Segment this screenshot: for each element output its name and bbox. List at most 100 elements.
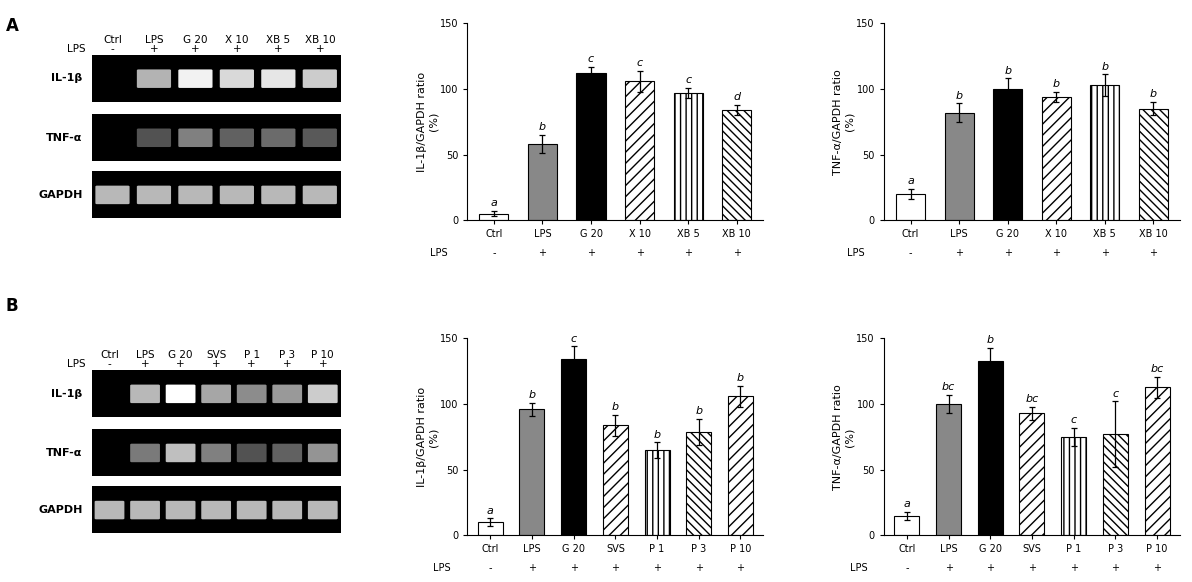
- Bar: [977, 361, 1002, 535]
- Bar: [687, 432, 712, 535]
- Bar: [673, 93, 703, 220]
- FancyBboxPatch shape: [219, 69, 254, 88]
- Text: a: a: [907, 176, 914, 186]
- Bar: [993, 89, 1023, 220]
- Text: +: +: [684, 248, 693, 258]
- FancyBboxPatch shape: [219, 129, 254, 147]
- FancyBboxPatch shape: [137, 186, 170, 204]
- Text: LPS: LPS: [433, 563, 451, 573]
- Text: +: +: [611, 563, 620, 573]
- Text: bc: bc: [1025, 394, 1038, 404]
- Bar: [92, 171, 341, 218]
- Text: +: +: [955, 248, 963, 258]
- Text: LPS: LPS: [430, 248, 448, 258]
- Text: b: b: [987, 335, 994, 345]
- Text: G 20: G 20: [184, 35, 207, 45]
- Text: +: +: [653, 563, 662, 573]
- FancyBboxPatch shape: [261, 129, 296, 147]
- Text: b: b: [1150, 90, 1157, 100]
- Text: GAPDH: GAPDH: [38, 505, 82, 515]
- FancyBboxPatch shape: [201, 385, 231, 403]
- FancyBboxPatch shape: [201, 501, 231, 519]
- FancyBboxPatch shape: [219, 186, 254, 204]
- Text: +: +: [528, 563, 536, 573]
- Text: B: B: [6, 297, 19, 315]
- Bar: [645, 450, 670, 535]
- Text: GAPDH: GAPDH: [38, 190, 82, 200]
- Text: b: b: [611, 402, 619, 412]
- Text: LPS: LPS: [67, 359, 86, 369]
- Text: +: +: [586, 248, 595, 258]
- FancyBboxPatch shape: [179, 69, 212, 88]
- Bar: [92, 55, 341, 102]
- Text: LPS: LPS: [67, 44, 86, 54]
- Y-axis label: TNF-α/GAPDH ratio
(%): TNF-α/GAPDH ratio (%): [833, 69, 855, 175]
- Text: +: +: [150, 44, 159, 54]
- FancyBboxPatch shape: [201, 443, 231, 462]
- Text: SVS: SVS: [206, 350, 226, 360]
- Text: b: b: [539, 122, 546, 132]
- Text: +: +: [1004, 248, 1012, 258]
- FancyBboxPatch shape: [261, 186, 296, 204]
- FancyBboxPatch shape: [130, 501, 160, 519]
- FancyBboxPatch shape: [272, 501, 302, 519]
- FancyBboxPatch shape: [166, 443, 195, 462]
- Bar: [1144, 387, 1169, 535]
- Text: b: b: [737, 373, 744, 383]
- Text: LPS: LPS: [144, 35, 163, 45]
- Text: b: b: [528, 390, 535, 400]
- FancyBboxPatch shape: [95, 186, 130, 204]
- Text: +: +: [316, 44, 324, 54]
- Text: a: a: [904, 499, 911, 509]
- FancyBboxPatch shape: [272, 385, 302, 403]
- FancyBboxPatch shape: [137, 69, 170, 88]
- Text: +: +: [986, 563, 994, 573]
- Text: +: +: [733, 248, 740, 258]
- Text: +: +: [248, 359, 256, 369]
- Text: Ctrl: Ctrl: [100, 350, 119, 360]
- Text: bc: bc: [1150, 364, 1163, 374]
- Text: LPS: LPS: [136, 350, 155, 360]
- Text: X 10: X 10: [225, 35, 249, 45]
- Bar: [896, 194, 925, 220]
- Text: c: c: [571, 333, 577, 344]
- Bar: [92, 429, 341, 476]
- Text: b: b: [956, 91, 963, 101]
- Text: -: -: [905, 563, 908, 573]
- FancyBboxPatch shape: [130, 443, 160, 462]
- Bar: [625, 81, 654, 220]
- Text: +: +: [1069, 563, 1078, 573]
- Text: +: +: [539, 248, 546, 258]
- Text: +: +: [274, 44, 283, 54]
- Text: G 20: G 20: [168, 350, 193, 360]
- Text: +: +: [318, 359, 327, 369]
- FancyBboxPatch shape: [308, 443, 337, 462]
- Text: -: -: [489, 563, 492, 573]
- Text: +: +: [232, 44, 241, 54]
- Text: a: a: [490, 198, 497, 208]
- Text: -: -: [492, 248, 496, 258]
- Bar: [479, 214, 509, 220]
- FancyBboxPatch shape: [303, 69, 337, 88]
- Bar: [728, 396, 753, 535]
- Text: +: +: [737, 563, 745, 573]
- Text: +: +: [176, 359, 185, 369]
- FancyBboxPatch shape: [303, 186, 337, 204]
- FancyBboxPatch shape: [237, 385, 267, 403]
- Bar: [603, 425, 628, 535]
- FancyBboxPatch shape: [308, 501, 337, 519]
- FancyBboxPatch shape: [261, 69, 296, 88]
- Text: +: +: [1053, 248, 1060, 258]
- Text: +: +: [944, 563, 952, 573]
- Text: -: -: [111, 44, 114, 54]
- Text: c: c: [1112, 389, 1118, 399]
- Text: A: A: [6, 17, 19, 36]
- Bar: [1042, 97, 1070, 220]
- Y-axis label: IL-1β/GAPDH ratio
(%): IL-1β/GAPDH ratio (%): [417, 72, 439, 172]
- Y-axis label: IL-1β/GAPDH ratio
(%): IL-1β/GAPDH ratio (%): [417, 387, 439, 487]
- Text: c: c: [685, 75, 691, 85]
- Text: IL-1β: IL-1β: [51, 73, 82, 83]
- Text: Ctrl: Ctrl: [103, 35, 122, 45]
- Bar: [92, 114, 341, 161]
- Text: bc: bc: [942, 382, 955, 392]
